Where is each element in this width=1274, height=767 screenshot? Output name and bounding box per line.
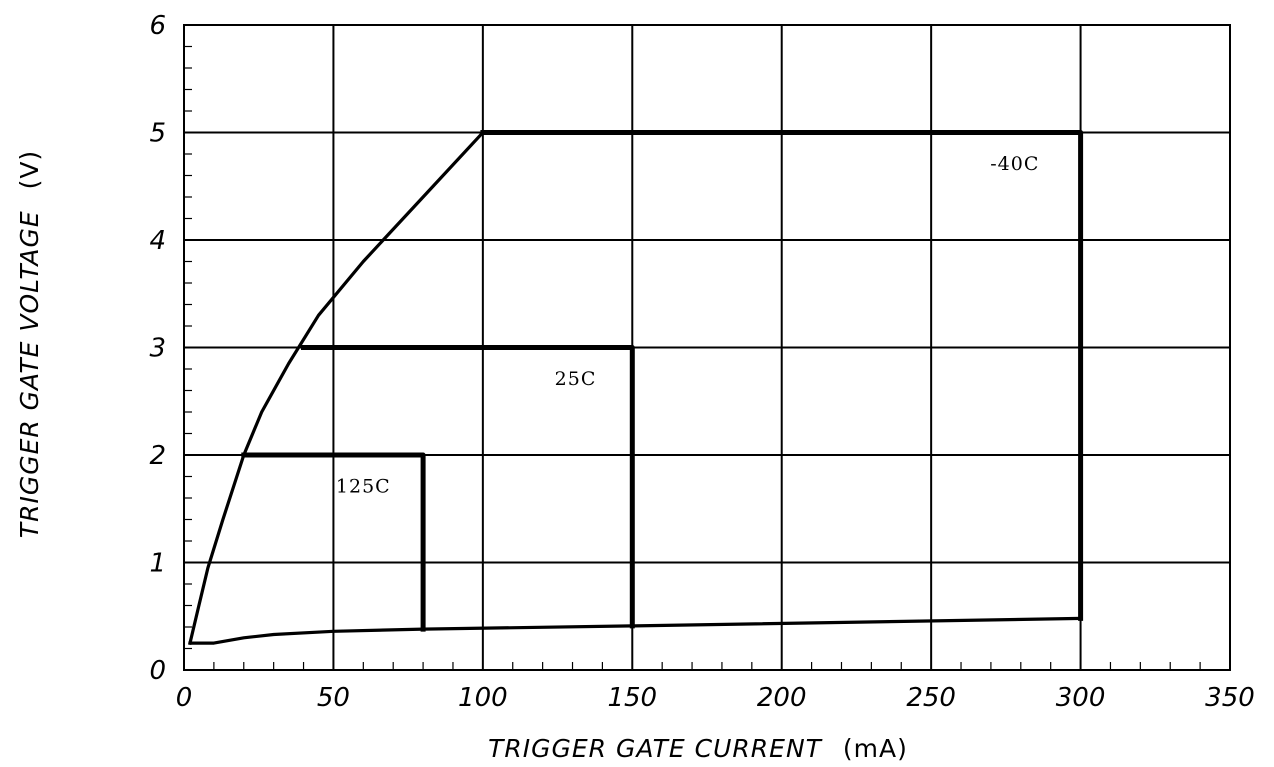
region-label: -40C [990, 153, 1039, 175]
x-tick-label: 150 [607, 683, 657, 713]
y-tick-labels: 0 1 2 3 4 5 6 [149, 11, 166, 686]
upper-boundary-line [188, 130, 486, 646]
x-tick-label: 350 [1205, 683, 1255, 713]
x-tick-label: 300 [1056, 683, 1106, 713]
y-tick-label: 4 [149, 226, 166, 256]
x-tick-labels: 0 50 100 150 200 250 300 350 [176, 683, 1255, 713]
region-125C-line [241, 452, 426, 632]
minor-ticks [184, 45, 1201, 670]
y-tick-label: 6 [149, 11, 166, 41]
lower-boundary-line [188, 616, 1083, 645]
x-tick-label: 250 [906, 683, 956, 713]
series-group [188, 130, 1084, 646]
y-axis-title-text: TRIGGER GATE VOLTAGE [15, 210, 44, 538]
x-axis-unit: (mA) [843, 734, 908, 763]
plot-frame [183, 24, 1231, 671]
region-label: 25C [555, 368, 597, 390]
region-25C-line [301, 345, 635, 629]
x-tick-label: 0 [176, 683, 193, 713]
x-axis-title-text: TRIGGER GATE CURRENT [488, 734, 823, 763]
y-axis-unit: (V) [15, 150, 44, 190]
y-tick-label: 1 [149, 549, 166, 579]
annotations: 125C 25C -40C [336, 153, 1039, 498]
y-tick-label: 2 [149, 441, 166, 471]
y-axis-title: TRIGGER GATE VOLTAGE (V) [15, 150, 44, 538]
x-tick-label: 200 [757, 683, 807, 713]
region-label: 125C [336, 476, 391, 498]
x-tick-label: 50 [317, 683, 350, 713]
x-tick-label: 100 [458, 683, 508, 713]
region--40C-line [480, 130, 1084, 621]
y-tick-label: 0 [149, 656, 166, 686]
x-axis-title: TRIGGER GATE CURRENT (mA) [488, 734, 908, 763]
y-tick-label: 3 [149, 334, 166, 364]
y-tick-label: 5 [149, 119, 166, 149]
